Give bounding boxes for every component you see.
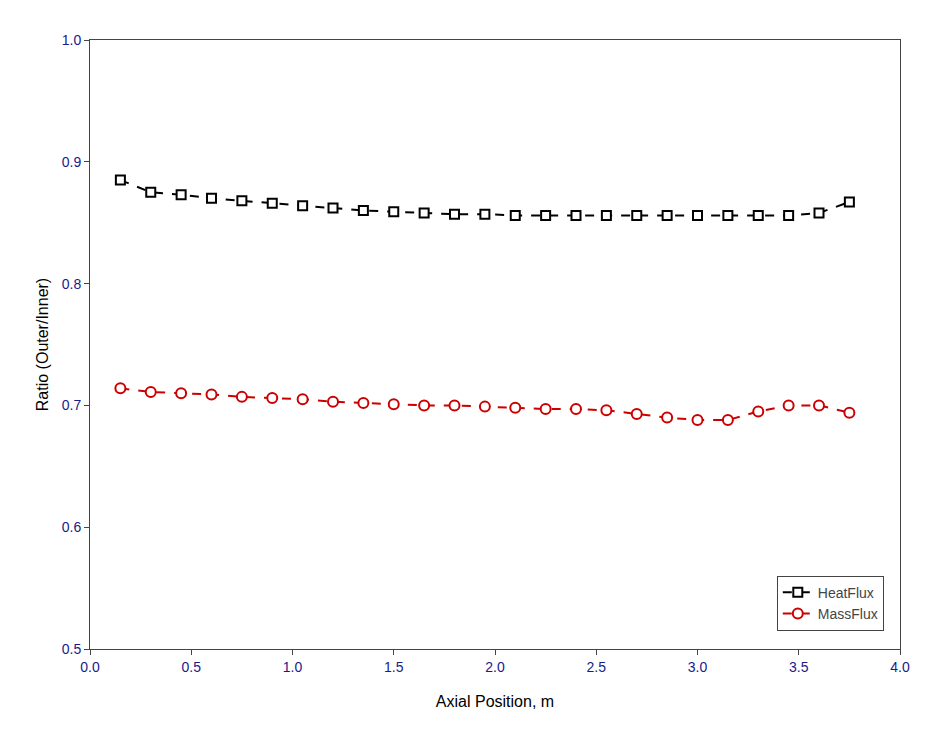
svg-text:3.5: 3.5 xyxy=(789,659,809,675)
svg-text:0.7: 0.7 xyxy=(62,397,82,413)
svg-text:0.8: 0.8 xyxy=(62,276,82,292)
svg-text:0.9: 0.9 xyxy=(62,154,82,170)
svg-text:1.0: 1.0 xyxy=(62,32,82,48)
svg-text:3.0: 3.0 xyxy=(688,659,708,675)
svg-text:Axial Position, m: Axial Position, m xyxy=(436,693,554,710)
svg-text:Ratio (Outer/Inner): Ratio (Outer/Inner) xyxy=(34,278,51,411)
svg-text:2.5: 2.5 xyxy=(587,659,607,675)
svg-text:0.6: 0.6 xyxy=(62,519,82,535)
svg-text:0.5: 0.5 xyxy=(62,641,82,657)
svg-text:1.5: 1.5 xyxy=(384,659,404,675)
svg-text:2.0: 2.0 xyxy=(485,659,505,675)
svg-text:HeatFlux: HeatFlux xyxy=(818,585,874,601)
svg-text:MassFlux: MassFlux xyxy=(818,606,878,622)
svg-text:1.0: 1.0 xyxy=(283,659,303,675)
svg-text:4.0: 4.0 xyxy=(890,659,910,675)
svg-text:0.5: 0.5 xyxy=(182,659,202,675)
svg-text:0.0: 0.0 xyxy=(80,659,100,675)
